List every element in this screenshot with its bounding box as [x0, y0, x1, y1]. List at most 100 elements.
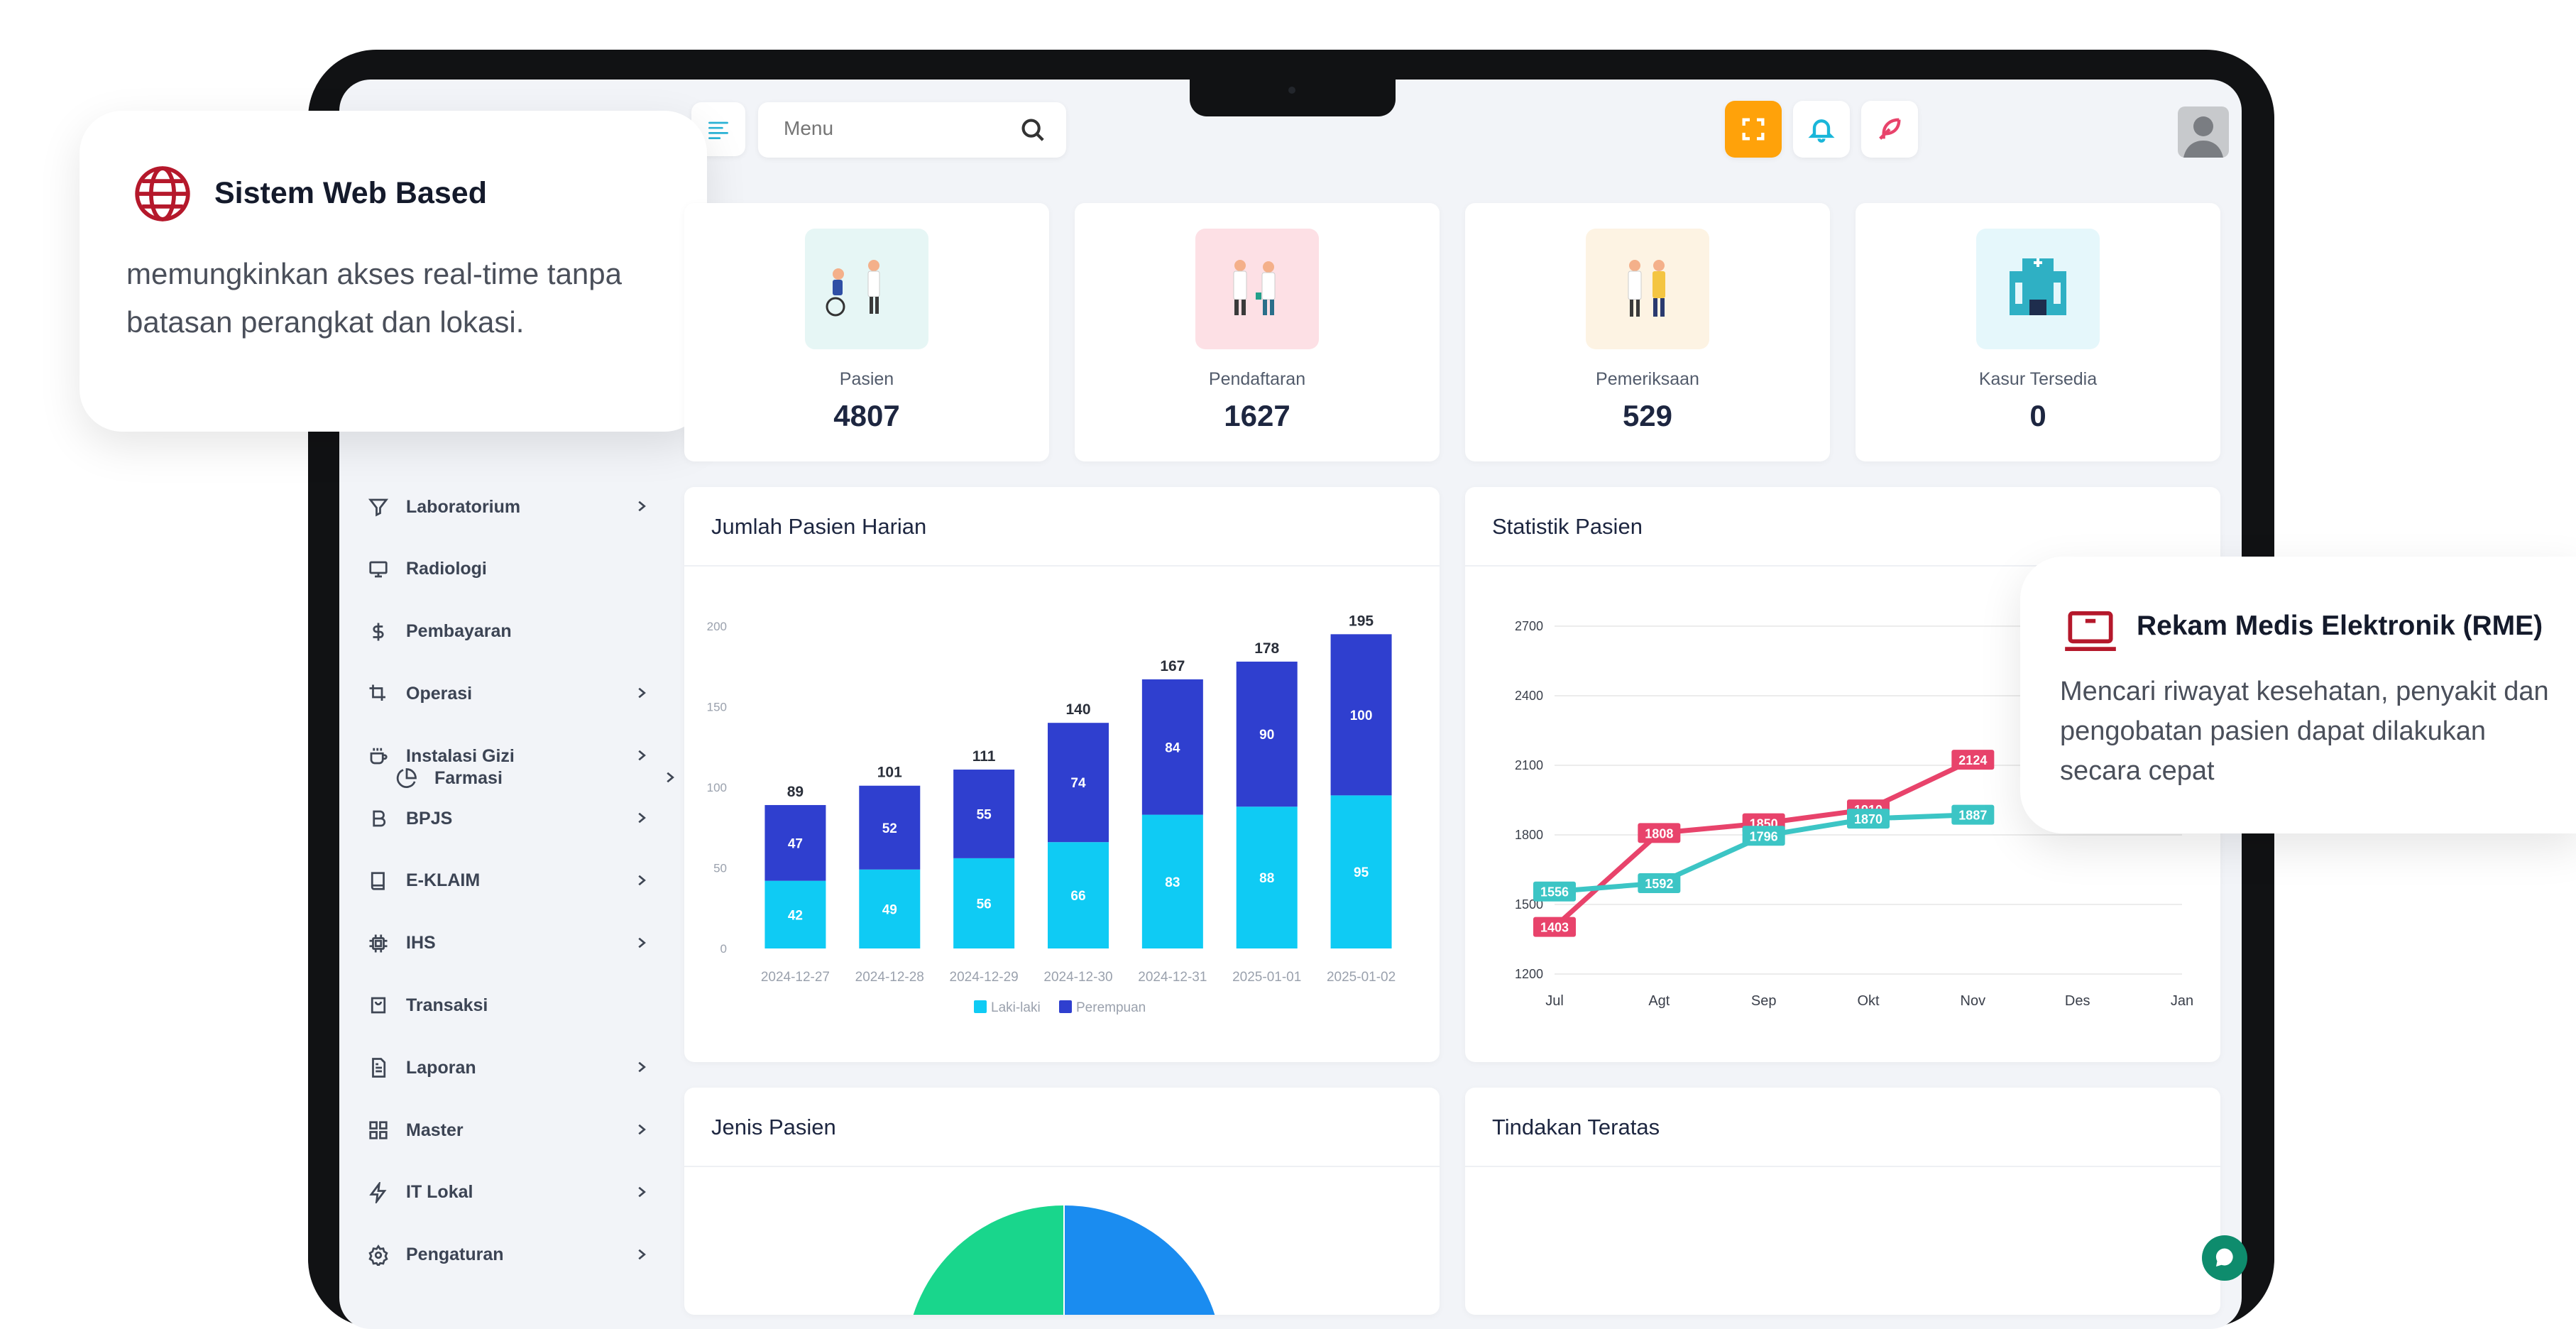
divider	[684, 1166, 1440, 1167]
sidebar-item-pembayaran[interactable]: Pembayaran	[368, 611, 666, 653]
sidebar-item-label: Laporan	[406, 1057, 476, 1078]
zap-icon	[369, 1181, 387, 1203]
data-label: 100	[1350, 709, 1373, 723]
coffee-icon	[370, 748, 388, 765]
y-tick-label: 2400	[1515, 689, 1543, 703]
sidebar-item-label: IHS	[406, 933, 436, 953]
stat-label: Pasien	[839, 369, 894, 389]
pie-slice	[913, 1205, 1063, 1315]
pie-slice	[1065, 1205, 1215, 1315]
hospital-building-icon	[2010, 258, 2066, 315]
divider	[684, 565, 1440, 567]
user-avatar[interactable]	[2178, 106, 2229, 158]
bar-segment	[764, 880, 826, 948]
sidebar-item-label: Pengaturan	[406, 1245, 504, 1265]
sidebar-item-laboratorium[interactable]: Laboratorium	[368, 486, 666, 528]
feather-button[interactable]	[1861, 101, 1918, 158]
total-label: 101	[877, 765, 902, 781]
notification-button[interactable]	[1793, 101, 1850, 158]
divider	[1465, 565, 2220, 567]
monitor-icon	[369, 561, 388, 578]
bold-b-icon	[373, 810, 386, 827]
point-label: 1808	[1645, 826, 1673, 841]
panel-title: Statistik Pasien	[1492, 514, 1643, 539]
sidebar-item-radiologi[interactable]: Radiologi	[368, 548, 666, 591]
sidebar-item-e-klaim[interactable]: E-KLAIM	[368, 860, 666, 902]
patient-statistics-panel: Statistik Pasien 1200 1500 1800 2100 2400 270…	[1465, 487, 2220, 1062]
fullscreen-button[interactable]	[1725, 101, 1782, 158]
sidebar-item-label: E-KLAIM	[406, 870, 481, 891]
point-label-box	[1742, 826, 1785, 846]
point-label: 1796	[1750, 829, 1778, 843]
data-label: 66	[1070, 889, 1085, 904]
total-label: 89	[787, 784, 804, 800]
point-label-box	[1951, 750, 1995, 770]
bar-segment	[1141, 679, 1203, 815]
feather-icon	[1879, 118, 1901, 140]
data-label: 74	[1070, 776, 1086, 791]
x-tick-label: Jan	[2171, 993, 2193, 1009]
sidebar-item-label: BPJS	[406, 808, 453, 828]
stat-label: Pemeriksaan	[1596, 369, 1699, 389]
dollar-icon	[373, 623, 384, 641]
point-label: 1403	[1540, 921, 1569, 935]
bar-segment	[1048, 723, 1109, 843]
stat-illustration	[1976, 229, 2100, 349]
bar-segment	[1236, 661, 1298, 807]
sidebar-item-pengaturan[interactable]: Pengaturan	[368, 1234, 666, 1276]
point-label: 1592	[1645, 877, 1673, 891]
sidebar-item-it-lokal[interactable]: IT Lokal	[368, 1171, 666, 1214]
x-tick-label: 2024-12-31	[1138, 970, 1207, 985]
sidebar-item-laporan[interactable]: Laporan	[368, 1046, 666, 1089]
x-tick-label: 2024-12-30	[1043, 970, 1112, 985]
chat-button[interactable]	[2202, 1235, 2247, 1281]
total-label: 111	[972, 748, 996, 765]
panel-title: Jenis Pasien	[711, 1115, 836, 1139]
callout-title: Rekam Medis Elektronik (RME)	[2137, 611, 2543, 641]
panel-title: Jumlah Pasien Harian	[711, 514, 927, 539]
book-icon	[371, 872, 385, 890]
point-label-box	[1638, 873, 1681, 893]
daily-patients-panel: Jumlah Pasien Harian 0 50 100 150 200 42 47 89 2…	[684, 487, 1440, 1062]
doctors-icon	[1233, 260, 1276, 315]
globe-icon	[135, 166, 190, 222]
sidebar-item-label: Transaksi	[406, 995, 488, 1015]
sidebar-item-instalasi-gizi[interactable]: Instalasi Gizi	[368, 735, 666, 777]
y-tick-label: 1200	[1515, 967, 1543, 981]
chevron-right-icon	[638, 1249, 646, 1259]
x-tick-label: Agt	[1648, 993, 1670, 1009]
data-label: 47	[788, 836, 803, 851]
stat-value: 0	[2029, 399, 2046, 432]
stat-card-kasur-tersedia: Kasur Tersedia 0	[1856, 203, 2220, 461]
total-label: 167	[1160, 658, 1185, 674]
cpu-icon	[369, 934, 388, 953]
stat-illustration	[805, 229, 928, 349]
sidebar-item-bpjs[interactable]: BPJS	[368, 797, 666, 840]
search-input[interactable]	[782, 116, 998, 141]
callout-body: memungkinkan akses real-time tanpa batas…	[126, 257, 623, 339]
sidebar-item-operasi[interactable]: Operasi	[368, 672, 666, 715]
legend-label: Laki-laki	[991, 1000, 1041, 1015]
chevron-right-icon	[638, 875, 646, 886]
sidebar-item-transaksi[interactable]: Transaksi	[368, 984, 666, 1027]
stat-card-pendaftaran: Pendaftaran 1627	[1075, 203, 1440, 461]
total-label: 195	[1349, 613, 1374, 629]
sidebar-item-label: Pembayaran	[406, 621, 512, 642]
sidebar-item-ihs[interactable]: IHS	[368, 922, 666, 965]
sidebar-item-master[interactable]: Master	[368, 1109, 666, 1152]
grid-icon	[369, 1121, 388, 1139]
sidebar-item-farmasi[interactable]: Farmasi	[396, 757, 694, 799]
daily-patients-chart: 0 50 100 150 200 42 47 89 2024-12-27 49 52 101 2024-…	[707, 613, 1396, 1015]
y-tick-label: 2700	[1515, 619, 1543, 633]
bar-segment	[953, 858, 1015, 948]
sidebar-item-label: Instalasi Gizi	[406, 745, 515, 766]
chevron-right-icon	[638, 750, 646, 761]
search-box	[758, 102, 1066, 158]
chevron-right-icon	[667, 772, 674, 783]
panel-title: Tindakan Teratas	[1492, 1115, 1660, 1139]
chevron-right-icon	[638, 1124, 646, 1135]
stat-value: 529	[1622, 399, 1673, 432]
search-icon[interactable]	[1019, 116, 1046, 143]
x-tick-label: 2024-12-27	[761, 970, 830, 985]
